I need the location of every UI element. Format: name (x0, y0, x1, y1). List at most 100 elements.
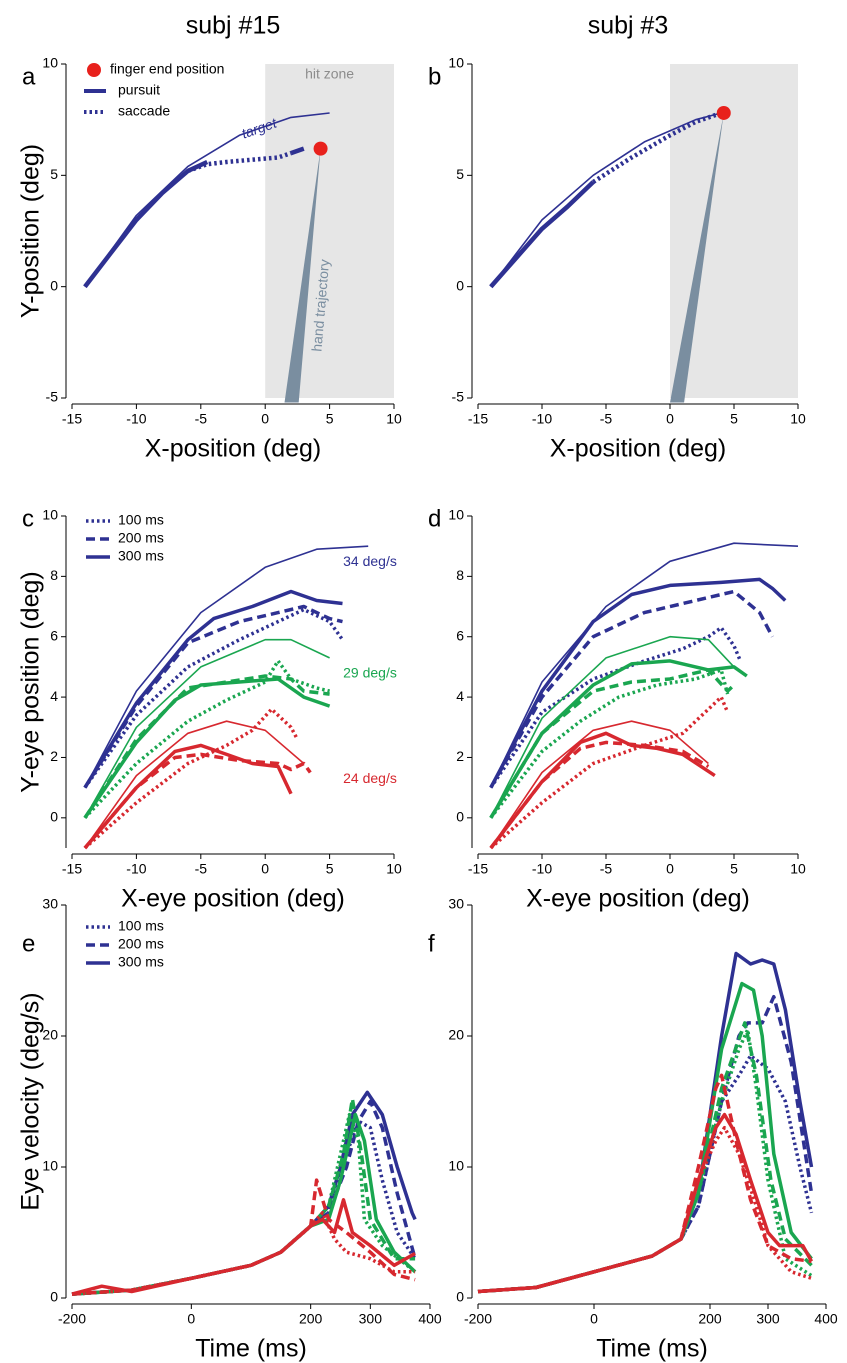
x-tick-label: -5 (195, 861, 208, 877)
eye-trace (489, 625, 743, 789)
legend-label: saccade (118, 103, 170, 119)
y-tick-label: 6 (456, 627, 464, 643)
x-tick-label: -15 (468, 861, 488, 877)
x-tick-label: 5 (730, 861, 738, 877)
eye-trace (489, 589, 774, 789)
eye-trace (83, 674, 330, 819)
y-tick-label: 10 (448, 507, 464, 523)
eye-trace (489, 659, 748, 819)
x-tick-label: -10 (532, 861, 552, 877)
eye-trace (591, 110, 722, 184)
y-tick-label: 2 (50, 748, 58, 764)
target-line (84, 112, 330, 288)
x-axis-label: X-eye position (deg) (526, 885, 750, 913)
legend-label: 100 ms (118, 512, 164, 528)
x-tick-label: 400 (418, 1311, 442, 1327)
x-tick-label: -10 (532, 411, 552, 427)
legend-label: 300 ms (118, 548, 164, 564)
x-tick-label: 0 (187, 1311, 195, 1327)
x-tick-label: 5 (730, 411, 738, 427)
y-tick-label: 10 (42, 55, 58, 71)
target-line (84, 638, 330, 819)
x-axis-label: Time (ms) (195, 1335, 307, 1363)
y-tick-label: 30 (448, 896, 464, 912)
x-axis-label: X-position (deg) (550, 435, 726, 463)
y-tick-label: -5 (452, 389, 465, 405)
eye-trace (489, 577, 787, 789)
y-tick-label: 5 (50, 166, 58, 182)
x-tick-label: 5 (326, 411, 334, 427)
x-tick-label: 300 (756, 1311, 780, 1327)
y-tick-label: 0 (456, 1289, 464, 1305)
y-tick-label: 20 (42, 1027, 58, 1043)
eye-trace (477, 1027, 813, 1294)
x-tick-label: 0 (666, 861, 674, 877)
eye-trace (489, 731, 716, 850)
panel-letter: d (428, 505, 441, 532)
hit-zone (265, 64, 394, 398)
y-tick-label: 5 (456, 166, 464, 182)
eye-trace (187, 150, 292, 174)
finger-end (313, 141, 328, 156)
y-tick-label: -5 (46, 389, 59, 405)
y-tick-label: 10 (42, 507, 58, 523)
x-tick-label: 0 (666, 411, 674, 427)
panel-letter: f (428, 930, 435, 957)
eye-trace (83, 146, 305, 289)
column-title: subj #15 (186, 12, 281, 40)
x-axis-label: X-eye position (deg) (121, 885, 345, 913)
eye-trace (71, 1198, 416, 1296)
y-axis-label: Eye velocity (deg/s) (17, 992, 45, 1210)
eye-trace (71, 1119, 417, 1296)
x-tick-label: 200 (299, 1311, 323, 1327)
legend-label: 300 ms (118, 954, 164, 970)
y-tick-label: 4 (50, 688, 58, 704)
target-line (490, 720, 709, 849)
panel-letter: b (428, 63, 441, 90)
x-tick-label: -5 (195, 411, 208, 427)
x-tick-label: -10 (126, 411, 146, 427)
y-axis-label: Y-eye position (deg) (17, 571, 45, 792)
y-tick-label: 0 (456, 809, 464, 825)
y-tick-label: 10 (42, 1158, 58, 1174)
y-axis-label: Y-position (deg) (17, 144, 45, 318)
eye-trace (71, 1211, 416, 1296)
y-tick-label: 8 (456, 567, 464, 583)
legend-label: 200 ms (118, 530, 164, 546)
y-tick-label: 8 (50, 567, 58, 583)
x-tick-label: 400 (814, 1311, 838, 1327)
column-title: subj #3 (588, 12, 669, 40)
eye-trace (83, 604, 343, 789)
y-tick-label: 0 (50, 277, 58, 293)
target-line (490, 635, 735, 819)
target-line (490, 542, 799, 788)
x-tick-label: -5 (600, 861, 613, 877)
y-tick-label: 10 (448, 1158, 464, 1174)
eye-trace (489, 695, 730, 850)
x-tick-label: 0 (261, 861, 269, 877)
x-tick-label: -15 (468, 411, 488, 427)
x-tick-label: -200 (464, 1311, 492, 1327)
y-tick-label: 0 (456, 277, 464, 293)
x-tick-label: -10 (126, 861, 146, 877)
eye-trace (477, 1053, 814, 1294)
y-tick-label: 0 (50, 1289, 58, 1305)
y-tick-label: 10 (448, 55, 464, 71)
y-tick-label: 0 (50, 809, 58, 825)
finger-end (716, 105, 731, 120)
eye-trace (83, 659, 331, 820)
legend-marker (87, 63, 101, 77)
target-line (490, 112, 722, 288)
hand-trajectory (284, 148, 321, 403)
y-tick-label: 20 (448, 1027, 464, 1043)
y-tick-label: 2 (456, 748, 464, 764)
x-axis-label: Time (ms) (596, 1335, 708, 1363)
eye-trace (71, 1090, 417, 1296)
legend-label: finger end position (110, 61, 224, 77)
x-tick-label: 10 (790, 411, 806, 427)
y-tick-label: 6 (50, 627, 58, 643)
x-tick-label: -15 (62, 411, 82, 427)
x-tick-label: 10 (790, 861, 806, 877)
panel-letter: c (22, 505, 34, 532)
x-tick-label: 10 (386, 411, 402, 427)
